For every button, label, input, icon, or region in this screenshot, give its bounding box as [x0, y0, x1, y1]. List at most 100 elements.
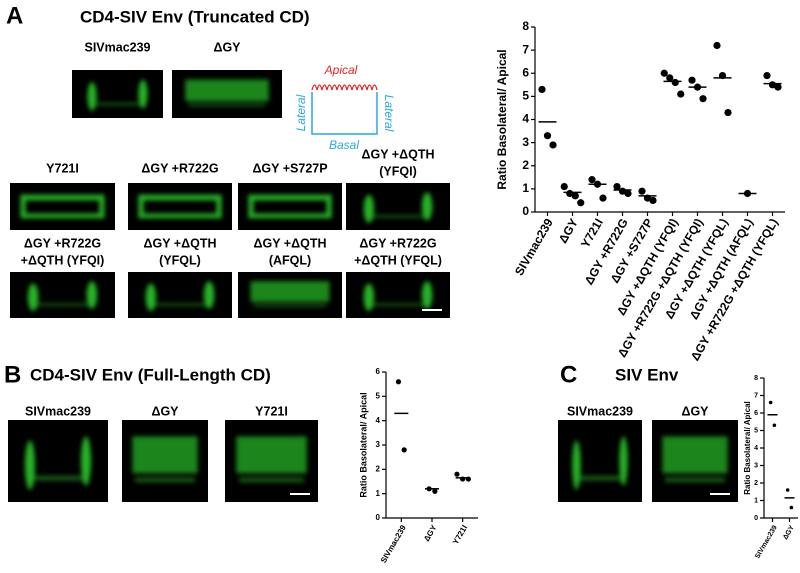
data-point	[432, 488, 438, 494]
y-tick-label: 5	[754, 427, 758, 434]
data-point	[599, 194, 607, 202]
data-point	[638, 187, 646, 195]
micrograph	[346, 183, 450, 230]
signal	[236, 436, 307, 474]
data-point	[395, 379, 402, 385]
micrograph	[10, 183, 115, 230]
image-label: ΔGY +ΔQTH	[254, 236, 327, 250]
micrograph-bg	[10, 183, 115, 230]
micrograph	[558, 420, 642, 502]
data-point	[699, 95, 707, 103]
signal	[145, 283, 157, 312]
panel-letter: A	[6, 2, 23, 29]
signal	[372, 303, 424, 307]
y-tick-label: 4	[376, 416, 381, 425]
image-label: ΔGY +R722G	[141, 161, 218, 175]
data-point	[768, 400, 773, 405]
y-tick-label: 1	[754, 497, 758, 504]
x-tick-label: SIVmac239	[379, 523, 408, 565]
y-tick-label: 7	[754, 392, 758, 399]
signal	[20, 194, 105, 201]
micrograph-bg	[128, 272, 232, 318]
signal	[94, 102, 141, 106]
fluorescence	[363, 281, 433, 312]
signal	[86, 281, 98, 309]
micrograph	[72, 70, 163, 118]
y-tick-label: 5	[376, 391, 381, 400]
data-point	[454, 471, 460, 477]
y-tick-label: 0	[376, 513, 381, 522]
image-label: ΔGY +R722G	[24, 236, 101, 250]
lateral-label: Lateral	[294, 94, 308, 131]
y-tick-label: 2	[376, 464, 381, 473]
y-tick-label: 0	[522, 204, 529, 218]
y-tick-label: 6	[376, 367, 381, 376]
signal	[20, 194, 26, 219]
image-label: ΔGY	[213, 40, 241, 54]
y-tick-label: 2	[522, 158, 529, 172]
y-tick-label: 1	[522, 181, 529, 195]
data-point	[660, 69, 668, 77]
data-point	[774, 83, 782, 91]
signal	[662, 436, 728, 474]
micrograph	[122, 420, 208, 502]
y-tick-label: 6	[522, 65, 529, 79]
data-point	[688, 76, 696, 84]
data-point	[549, 141, 557, 149]
signal	[36, 303, 89, 307]
y-tick-label: 2	[754, 480, 758, 487]
apical-label: Apical	[324, 63, 358, 77]
signal	[363, 283, 375, 312]
micrograph-bg	[346, 183, 450, 230]
signal	[138, 194, 222, 201]
signal	[421, 281, 433, 309]
data-point	[724, 108, 732, 117]
panel-title: SIV Env	[615, 365, 679, 384]
fluorescence	[363, 192, 433, 223]
micrograph	[128, 183, 232, 230]
signal	[154, 303, 206, 307]
fluorescence	[185, 79, 269, 107]
micrograph-bg	[10, 272, 115, 318]
y-axis-title: Ratio Basolateral/ Apical	[495, 49, 509, 189]
signal	[372, 214, 424, 218]
data-point	[713, 41, 721, 50]
basolateral-membrane	[311, 92, 378, 135]
fluorescence	[250, 281, 330, 307]
signal	[99, 194, 105, 219]
polarity-diagram: Apical Basal Lateral Lateral	[294, 63, 396, 152]
data-point	[613, 182, 621, 191]
y-tick-label: 3	[522, 135, 529, 149]
signal	[619, 436, 628, 486]
x-tick-label: SIVmac239	[512, 216, 556, 278]
y-tick-label: 4	[522, 112, 529, 126]
micrograph	[8, 420, 108, 502]
signal	[664, 477, 726, 483]
signal	[188, 103, 266, 107]
fluorescence	[138, 194, 222, 219]
micrograph-bg	[128, 183, 232, 230]
apical-membrane	[311, 84, 378, 91]
fluorescence	[27, 281, 98, 312]
data-point	[671, 78, 679, 87]
signal	[253, 304, 327, 307]
micrograph	[128, 272, 232, 318]
y-tick-label: 7	[522, 42, 529, 56]
data-point	[789, 505, 794, 510]
signal	[250, 281, 330, 302]
micrograph	[652, 420, 738, 502]
image-label: SIVmac239	[25, 404, 91, 418]
x-tick-label: SIVmac239	[754, 524, 779, 560]
image-label: ΔGY	[681, 404, 709, 418]
micrograph-bg	[8, 420, 108, 502]
x-tick-label: ΔGY	[422, 523, 439, 543]
fluorescence	[662, 436, 728, 483]
data-point	[763, 71, 771, 80]
signal	[216, 194, 222, 219]
image-label: (YFQI)	[379, 164, 417, 178]
signal	[87, 82, 97, 111]
fluorescence	[20, 194, 105, 219]
image-label: ΔGY +ΔQTH	[144, 236, 217, 250]
image-label: Y721I	[46, 161, 79, 175]
panel-letter: C	[560, 361, 577, 388]
